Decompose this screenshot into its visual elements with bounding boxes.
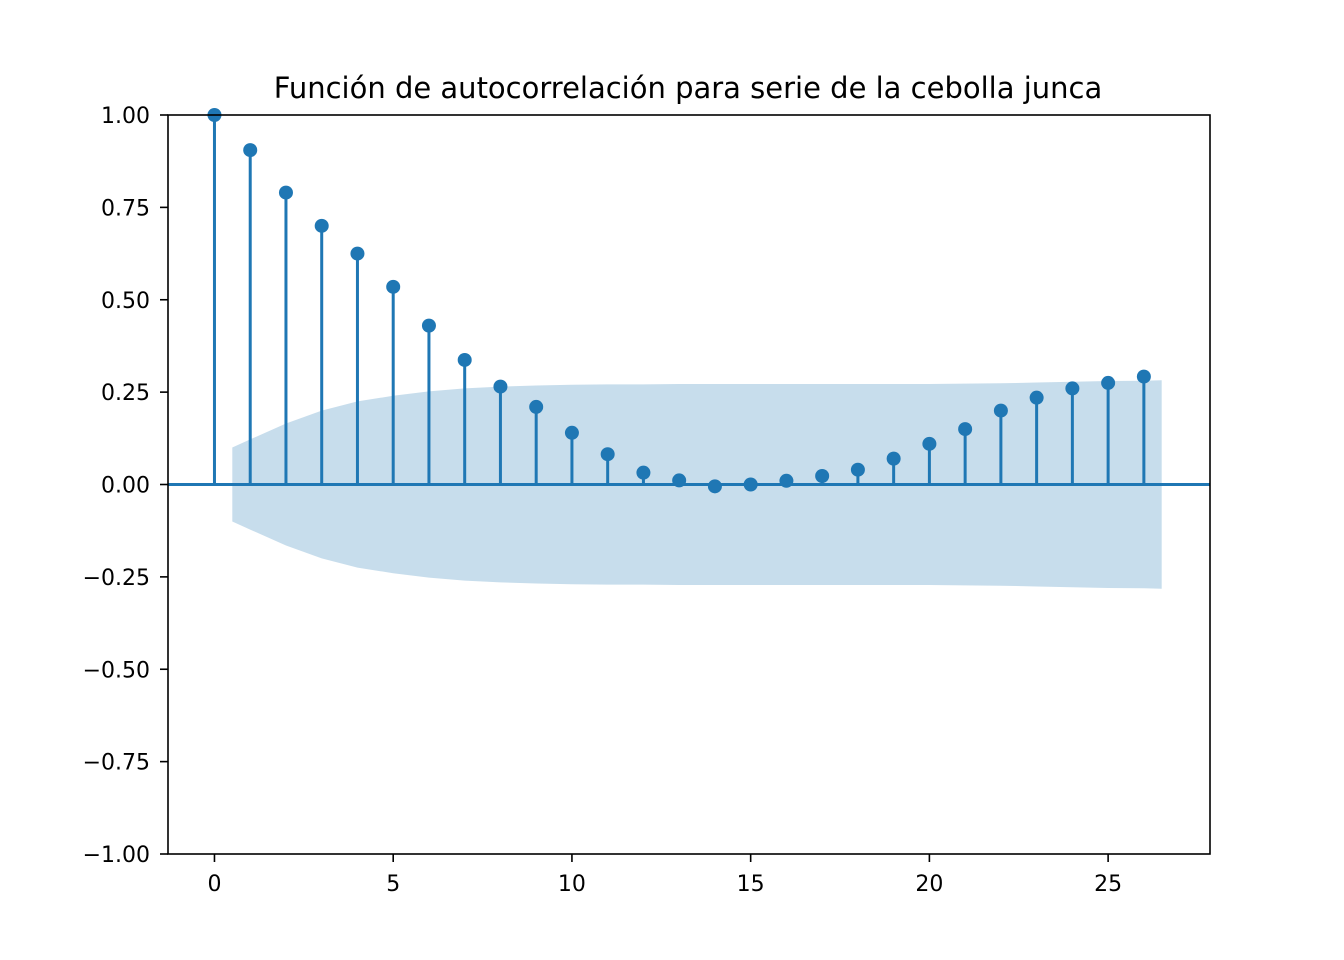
y-tick-label: 0.25 — [101, 381, 150, 406]
y-tick-label: −1.00 — [83, 843, 150, 868]
acf-point — [564, 425, 579, 440]
y-tick-label: −0.50 — [83, 658, 150, 683]
acf-point — [993, 403, 1008, 418]
acf-point — [886, 451, 901, 466]
acf-point — [850, 462, 865, 477]
acf-point — [1065, 381, 1080, 396]
chart-title: Función de autocorrelación para serie de… — [274, 71, 1103, 105]
y-tick-label: 0.50 — [101, 289, 150, 314]
acf-point — [1029, 390, 1044, 405]
y-tick-label: −0.25 — [83, 566, 150, 591]
x-tick-label: 0 — [207, 872, 221, 897]
acf-point — [314, 218, 329, 233]
acf-point — [1136, 369, 1151, 384]
acf-point — [779, 473, 794, 488]
acf-point — [815, 469, 830, 484]
acf-point — [922, 436, 937, 451]
y-tick-label: 1.00 — [101, 104, 150, 129]
y-tick-label: −0.75 — [83, 751, 150, 776]
acf-point — [743, 477, 758, 492]
x-tick-label: 15 — [737, 872, 765, 897]
y-tick-label: 0.75 — [101, 196, 150, 221]
acf-point — [672, 473, 687, 488]
x-tick-label: 5 — [386, 872, 400, 897]
acf-point — [529, 399, 544, 414]
x-tick-label: 25 — [1094, 872, 1122, 897]
x-axis-ticks: 0 5 10 15 20 25 — [207, 854, 1122, 897]
x-tick-label: 10 — [558, 872, 586, 897]
acf-point — [457, 352, 472, 367]
acf-point — [636, 465, 651, 480]
acf-point — [278, 185, 293, 200]
x-tick-label: 20 — [915, 872, 943, 897]
acf-point — [350, 246, 365, 261]
acf-point — [707, 479, 722, 494]
y-axis-ticks: 1.00 0.75 0.50 0.25 0.00 −0.25 −0.50 −0.75 −1.00 — [83, 104, 168, 868]
acf-point — [493, 379, 508, 394]
y-tick-label: 0.00 — [101, 474, 150, 499]
acf-point — [243, 143, 258, 158]
stems-layer — [212, 115, 1146, 487]
acf-point — [421, 318, 436, 333]
acf-point — [1101, 375, 1116, 390]
acf-point — [386, 279, 401, 294]
acf-point — [958, 422, 973, 437]
acf-point — [600, 447, 615, 462]
